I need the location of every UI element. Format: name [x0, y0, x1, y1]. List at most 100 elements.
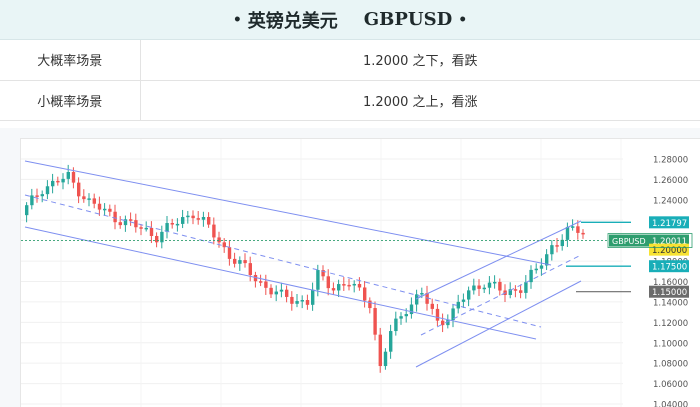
- scenario-label: 大概率场景: [0, 40, 141, 81]
- y-tick-label: 1.12000: [653, 319, 688, 329]
- candle-body: [139, 227, 143, 229]
- candle-body: [305, 300, 310, 305]
- candle-body: [425, 293, 429, 304]
- candle-body: [560, 239, 564, 247]
- candle-body: [233, 258, 237, 264]
- candle-body: [25, 205, 29, 216]
- candle-body: [472, 285, 476, 291]
- candle-body: [227, 247, 232, 259]
- price-tag-value: 1.20000: [652, 246, 687, 256]
- candle-body: [295, 301, 299, 304]
- candle-body: [274, 291, 278, 295]
- candle-body: [196, 218, 200, 220]
- y-tick-label: 1.04000: [653, 401, 688, 407]
- candle-body: [144, 227, 148, 230]
- candle-body: [550, 245, 554, 255]
- candle-body: [175, 223, 180, 226]
- channel-line-lower: [24, 226, 537, 340]
- channel-line-rising-lower: [415, 280, 582, 368]
- symbol-tag-label: GBPUSD: [612, 237, 646, 246]
- candle-body: [389, 331, 393, 352]
- candle-body: [45, 186, 50, 195]
- candle-body: [534, 268, 538, 271]
- price-tag-value: 1.21797: [652, 219, 687, 229]
- candle-body: [243, 260, 247, 264]
- candle-body: [383, 351, 388, 367]
- candle-body: [347, 284, 351, 287]
- candle-body: [529, 269, 533, 283]
- candle-body: [300, 300, 304, 302]
- candle-body: [191, 215, 195, 219]
- candle-body: [581, 232, 585, 235]
- candle-body: [61, 178, 65, 183]
- title-cn: 英镑兑美元: [247, 10, 338, 32]
- candle-body: [123, 219, 128, 226]
- candle-body: [108, 208, 112, 212]
- candle-body: [394, 318, 398, 332]
- candle-body: [373, 308, 377, 335]
- candle-body: [519, 290, 523, 293]
- candle-body: [82, 196, 86, 200]
- candle-body: [92, 198, 96, 204]
- price-tag-value: 1.17500: [652, 263, 687, 273]
- candle-body: [71, 172, 76, 183]
- candle-body: [66, 172, 70, 179]
- candle-body: [404, 314, 408, 317]
- candle-body: [420, 293, 424, 295]
- candle-body: [363, 287, 367, 301]
- candle-body: [207, 216, 211, 225]
- price-tag-bg: [649, 216, 689, 229]
- candle-body: [181, 217, 185, 224]
- candle-body: [337, 284, 341, 291]
- price-tag-value: 1.15000: [652, 288, 687, 298]
- title-bullet-left: •: [232, 11, 242, 28]
- candle-body: [30, 195, 34, 206]
- channel-line-mid: [24, 194, 542, 328]
- price-tag-bg: [649, 234, 689, 247]
- title-symbol: GBPUSD: [363, 9, 453, 30]
- price-tag-bg: [649, 243, 689, 256]
- candle-body: [441, 320, 445, 326]
- candle-body: [253, 274, 258, 282]
- scenario-table: 大概率场景 1.2000 之下，看跌 小概率场景 1.2000 之上，看涨: [0, 40, 700, 121]
- candle-body: [565, 226, 570, 240]
- channel-line-rising-mid: [420, 254, 582, 336]
- candle-body: [51, 180, 55, 187]
- candle-body: [113, 211, 117, 223]
- chart-area: 1.280001.260001.240001.220001.180001.160…: [0, 128, 700, 407]
- candle-body: [222, 242, 226, 248]
- candle-body: [160, 231, 164, 243]
- candle-body: [259, 281, 263, 283]
- candle-body: [155, 235, 159, 243]
- price-tag-value: 1.20011: [652, 237, 687, 247]
- candle-body: [316, 270, 320, 290]
- candle-body: [87, 198, 91, 200]
- candle-body: [290, 296, 294, 304]
- candle-body: [118, 222, 122, 226]
- candle-body: [165, 223, 169, 232]
- candle-body: [446, 320, 450, 326]
- candle-body: [451, 308, 455, 321]
- price-tag-bg: [649, 285, 689, 298]
- candle-body: [103, 208, 107, 211]
- candle-body: [285, 289, 289, 297]
- candle-body: [378, 334, 382, 367]
- scenario-text: 1.2000 之上，看涨: [140, 80, 700, 121]
- candle-body: [539, 265, 544, 269]
- price-chart: 1.280001.260001.240001.220001.180001.160…: [21, 139, 693, 407]
- candle-body: [40, 194, 44, 197]
- candle-body: [498, 281, 502, 291]
- channel-line-upper: [24, 160, 552, 266]
- candle-body: [212, 224, 216, 238]
- candle-body: [467, 290, 471, 300]
- candle-body: [399, 316, 403, 319]
- scenario-text: 1.2000 之下，看跌: [140, 40, 700, 81]
- candle-body: [513, 289, 518, 291]
- candle-body: [331, 288, 336, 291]
- candle-body: [134, 220, 138, 228]
- candle-body: [545, 254, 549, 266]
- candle-body: [357, 283, 362, 288]
- candle-body: [326, 276, 330, 289]
- y-tick-label: 1.26000: [653, 176, 688, 186]
- y-tick-label: 1.10000: [653, 339, 688, 349]
